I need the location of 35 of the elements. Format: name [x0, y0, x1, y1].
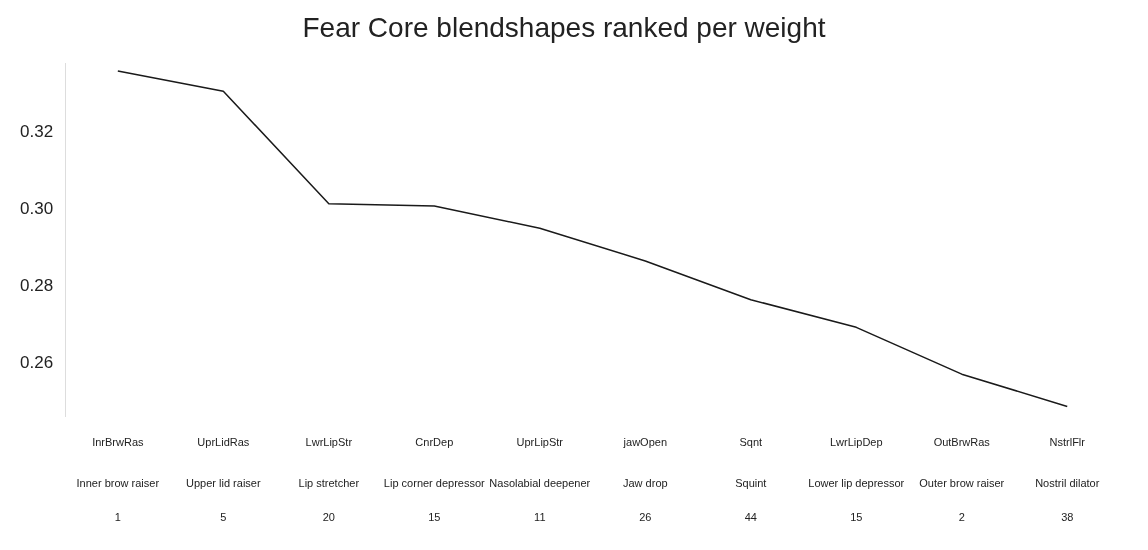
x-tick-label: InrBrwRas — [92, 436, 144, 449]
x-tick-label: Sqnt — [739, 436, 763, 449]
text: 15 — [850, 511, 863, 524]
y-tick-label: 0.26 — [19, 352, 54, 372]
text: 44 — [744, 511, 757, 524]
text: Upper lid raiser — [186, 477, 261, 490]
y-tick-label: 0.28 — [19, 275, 54, 295]
x-tick-label: NstrlFlr — [1049, 436, 1086, 449]
text: Nostril dilator — [1035, 477, 1100, 490]
text: Lip stretcher — [298, 477, 360, 490]
text: 11 — [534, 511, 546, 524]
x-tick-label: UprLipStr — [516, 436, 564, 449]
chart-title: Fear Core blendshapes ranked per weight — [302, 11, 826, 43]
x-tick-label: CnrDep — [415, 436, 454, 449]
text: Lip corner depressor — [383, 477, 486, 490]
text: 5 — [220, 511, 227, 524]
text: Inner brow raiser — [76, 477, 160, 490]
x-tick-label: OutBrwRas — [933, 436, 991, 449]
text: 20 — [322, 511, 335, 524]
text: Squint — [735, 477, 767, 490]
text: Outer brow raiser — [919, 477, 1005, 490]
text: 2 — [958, 511, 965, 524]
x-tick-label: UprLidRas — [197, 436, 250, 449]
x-tick-label: jawOpen — [622, 436, 667, 449]
text: 26 — [639, 511, 652, 524]
y-tick-label: 0.30 — [19, 199, 54, 219]
text: 1 — [114, 511, 121, 524]
text: 15 — [428, 511, 441, 524]
text: Nasolabial deepener — [489, 477, 591, 490]
y-tick-label: 0.32 — [19, 122, 54, 142]
text: Jaw drop — [622, 477, 668, 490]
text: 38 — [1061, 511, 1074, 524]
x-tick-label: LwrLipDep — [829, 436, 883, 449]
x-tick-label: LwrLipStr — [305, 436, 353, 449]
text: Lower lip depressor — [808, 477, 905, 490]
